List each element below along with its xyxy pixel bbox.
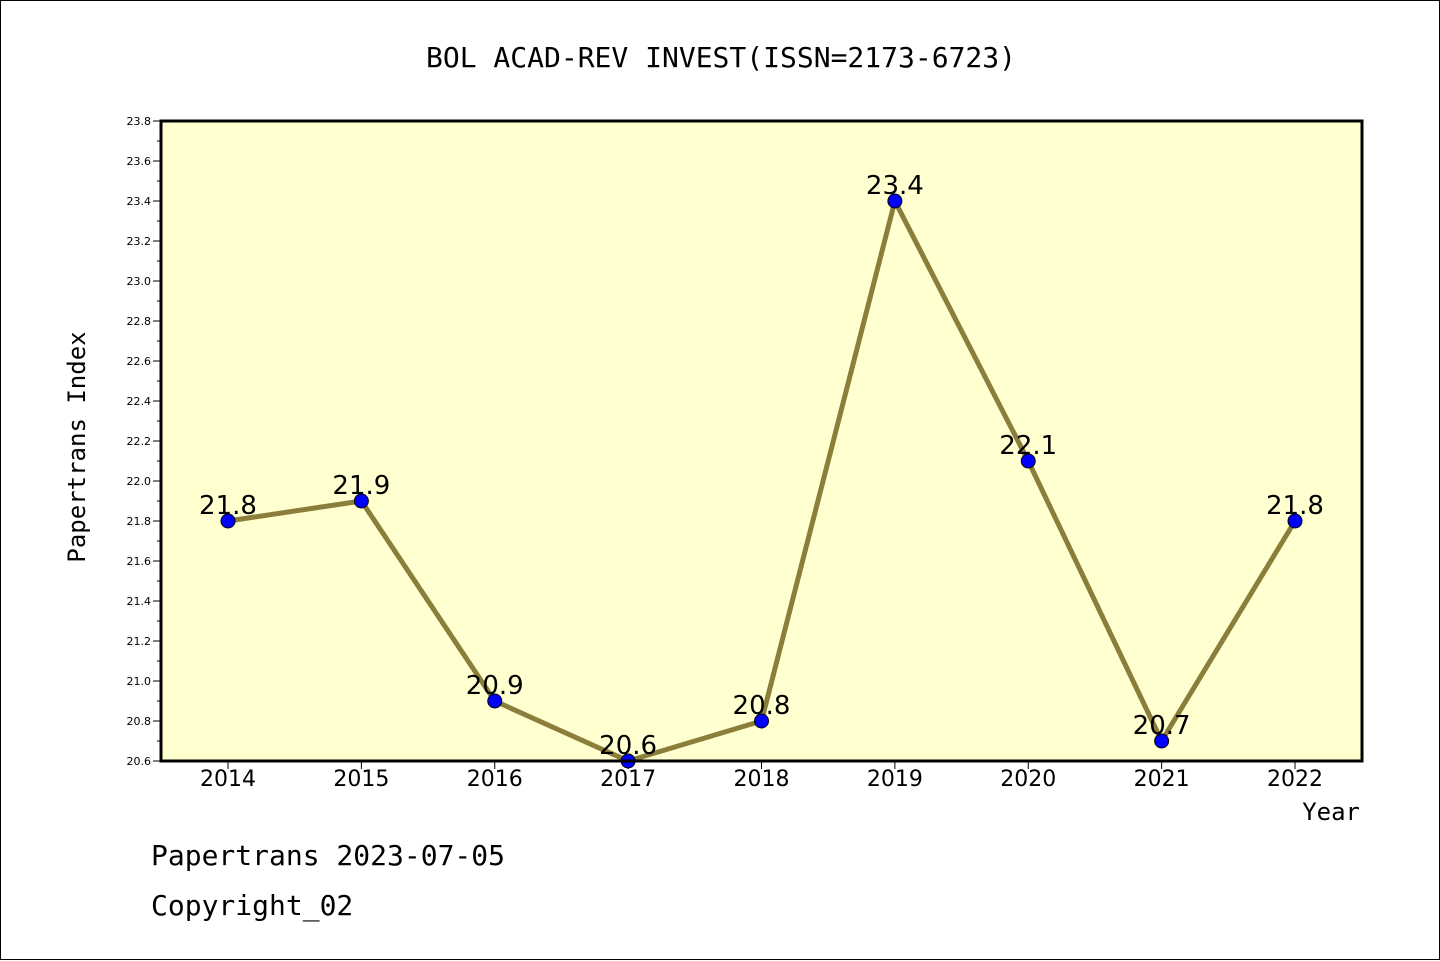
- y-tick-label: 21.2: [127, 635, 152, 648]
- data-label: 21.8: [199, 491, 257, 521]
- y-tick-label: 22.6: [127, 355, 152, 368]
- footer-date: Papertrans 2023-07-05: [151, 839, 505, 872]
- data-label: 20.9: [466, 671, 524, 701]
- data-point: [887, 193, 903, 209]
- x-tick-label: 2021: [1134, 767, 1190, 792]
- x-tick-label: 2020: [1000, 767, 1056, 792]
- x-tick-label: 2014: [200, 767, 256, 792]
- y-tick-label: 23.2: [127, 235, 152, 248]
- marker-group: [220, 193, 1303, 769]
- y-tick-label: 23.8: [127, 115, 152, 128]
- data-label: 22.1: [999, 431, 1057, 461]
- y-tick-label: 23.6: [127, 155, 152, 168]
- x-axis: 2014 2015 2016 2017 2018 2019 2020 2021 2022: [200, 761, 1323, 792]
- y-tick-label: 22.0: [127, 475, 152, 488]
- data-point: [220, 513, 236, 529]
- x-axis-label: Year: [1302, 798, 1360, 826]
- y-tick-label: 23.4: [127, 195, 152, 208]
- y-tick-label: 21.0: [127, 675, 152, 688]
- data-point: [754, 713, 769, 729]
- data-point: [1020, 453, 1036, 469]
- data-label: 20.6: [599, 731, 657, 761]
- x-tick-label: 2019: [867, 767, 923, 792]
- x-tick-label: 2022: [1267, 767, 1323, 792]
- data-label: 23.4: [866, 171, 924, 201]
- data-point: [487, 693, 503, 709]
- data-label: 21.9: [332, 471, 390, 501]
- data-point: [353, 493, 369, 509]
- data-label-group: 21.8 21.9 20.9 20.6 20.8 23.4 22.1 20.7 21.8: [199, 171, 1324, 761]
- x-tick-label: 2017: [600, 767, 656, 792]
- y-tick-label: 20.6: [127, 755, 152, 768]
- y-axis-label: Papertrans Index: [63, 331, 91, 562]
- y-tick-label: 22.8: [127, 315, 152, 328]
- data-label: 20.8: [733, 691, 791, 721]
- y-tick-label: 21.8: [127, 515, 152, 528]
- data-point: [1287, 513, 1303, 529]
- data-label: 20.7: [1133, 711, 1191, 741]
- y-tick-label: 22.2: [127, 435, 152, 448]
- x-tick-label: 2016: [467, 767, 523, 792]
- plot-border: [159, 119, 1364, 763]
- y-tick-label: 23.0: [127, 275, 152, 288]
- x-tick-label: 2018: [734, 767, 790, 792]
- footer-copyright: Copyright_02: [151, 889, 353, 923]
- y-tick-label: 22.4: [127, 395, 152, 408]
- x-tick-label: 2015: [333, 767, 389, 792]
- y-tick-label: 20.8: [127, 715, 152, 728]
- y-tick-label: 21.6: [127, 555, 152, 568]
- y-tick-label: 21.4: [127, 595, 152, 608]
- data-point: [1154, 733, 1170, 749]
- chart-title: BOL ACAD-REV INVEST(ISSN=2173-6723): [426, 41, 1016, 74]
- plot-area: [161, 121, 1362, 761]
- data-label: 21.8: [1266, 491, 1324, 521]
- y-axis: 20.6 20.8 21.0 21.2 21.4 21.6 21.8 22.0 22.2 22.4…: [127, 115, 161, 768]
